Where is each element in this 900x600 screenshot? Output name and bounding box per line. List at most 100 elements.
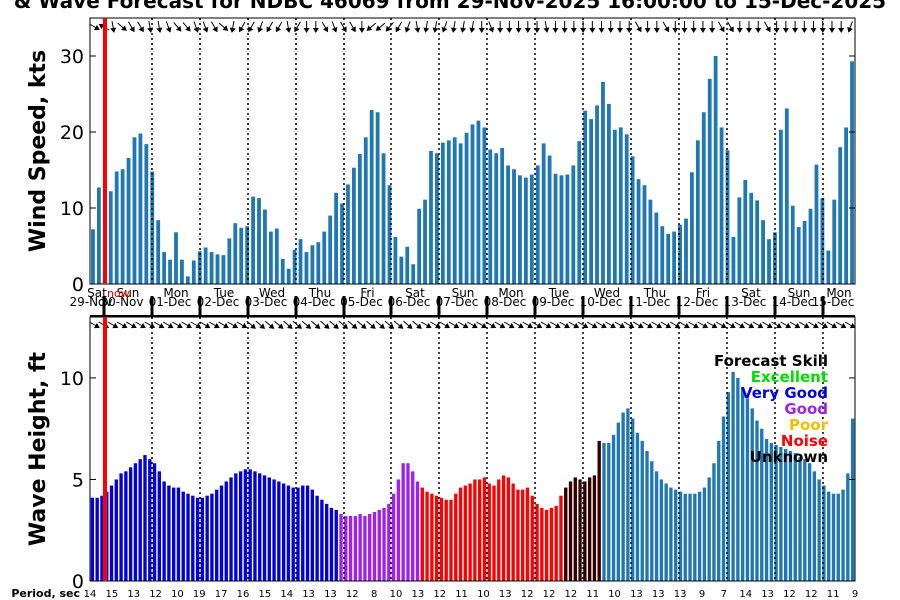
wind-direction-arrow <box>385 22 394 32</box>
wind-direction-arrow <box>524 21 531 33</box>
wave-bar <box>497 479 501 581</box>
wind-bar <box>363 137 368 284</box>
wind-bar <box>648 199 653 284</box>
day-date-label: 06-Dec <box>388 295 431 309</box>
wind-direction-arrow <box>634 21 642 33</box>
wind-direction-arrow <box>182 22 191 32</box>
wave-direction-arrow <box>393 320 404 329</box>
wave-direction-arrow <box>605 321 616 329</box>
wave-bar <box>721 416 726 581</box>
wind-bar <box>334 192 339 284</box>
wind-bar <box>529 174 534 284</box>
wave-bar <box>253 471 257 581</box>
wave-y-tick-label: 0 <box>72 571 84 593</box>
wind-direction-arrow <box>321 21 329 33</box>
wave-bar <box>286 485 291 581</box>
wave-bar <box>621 412 625 581</box>
wind-bar <box>713 56 718 284</box>
wave-bar <box>358 513 362 581</box>
wind-direction-arrow <box>423 21 430 33</box>
wave-bar <box>329 507 334 581</box>
wind-direction-arrow <box>672 21 679 33</box>
wave-bar <box>669 487 673 581</box>
wind-direction-arrow <box>570 21 577 33</box>
wind-direction-arrow <box>543 21 550 33</box>
wave-direction-arrow <box>485 321 497 329</box>
wind-bar <box>340 203 344 284</box>
wind-bar <box>820 198 825 284</box>
wave-bar <box>344 516 348 581</box>
wind-bar <box>476 120 481 284</box>
wave-bar <box>650 461 654 581</box>
wind-bar <box>607 103 611 284</box>
wind-bar <box>749 192 754 284</box>
wave-direction-arrow <box>623 321 635 329</box>
wave-direction-arrow <box>283 320 293 329</box>
wind-bar <box>108 191 113 284</box>
wave-direction-arrow <box>706 321 718 329</box>
day-date-label: 01-Dec <box>149 295 192 309</box>
wind-bar <box>446 140 451 284</box>
wind-bar <box>518 175 522 284</box>
wave-bar <box>119 473 123 581</box>
wind-bar <box>203 247 208 284</box>
day-name-label: Tue <box>213 286 235 300</box>
wind-bar <box>221 255 226 284</box>
wave-bar <box>224 481 228 581</box>
wind-bar <box>535 165 540 284</box>
wind-direction-arrow <box>147 21 154 33</box>
wave-bar <box>305 485 310 581</box>
wave-bar <box>683 493 687 581</box>
wave-bar <box>841 489 845 581</box>
wave-direction-arrow <box>430 321 441 329</box>
wave-direction-arrow <box>596 321 607 329</box>
wind-bar <box>411 264 416 284</box>
wave-direction-arrow <box>439 321 451 329</box>
wave-bar <box>745 398 750 581</box>
wind-bar <box>796 227 801 284</box>
wind-direction-arrow <box>736 21 743 33</box>
wave-bar <box>740 388 745 581</box>
wave-bar <box>478 479 482 581</box>
wind-bar <box>144 144 149 284</box>
wind-direction-arrow <box>156 21 163 33</box>
wave-direction-arrow <box>403 320 413 329</box>
wind-direction-arrow <box>303 21 310 33</box>
wave-bar <box>191 495 195 581</box>
period-label: 13 <box>674 589 687 600</box>
period-label: 10 <box>608 589 621 600</box>
wave-bar <box>831 493 836 581</box>
wave-direction-arrow <box>697 321 709 329</box>
wind-bar <box>790 205 795 284</box>
wave-bar <box>482 477 487 581</box>
wind-bar <box>316 242 321 284</box>
wave-bar <box>664 483 668 581</box>
wave-bar <box>406 463 410 581</box>
wind-direction-arrow <box>312 21 319 33</box>
day-date-label: 07-Dec <box>436 295 479 309</box>
wave-bar <box>420 487 424 581</box>
wave-bar <box>229 477 233 581</box>
wave-bar <box>607 442 611 581</box>
wind-bar <box>452 137 457 284</box>
wave-bar <box>143 455 147 581</box>
wind-bar <box>767 239 771 284</box>
wave-direction-arrow <box>264 320 275 329</box>
wind-bar <box>838 147 843 284</box>
day-name-label: Tue <box>548 286 570 300</box>
wave-bar <box>516 489 520 581</box>
wave-bar <box>592 475 597 581</box>
wave-direction-arrow <box>448 321 460 329</box>
wave-bar <box>124 471 128 581</box>
wave-bar <box>554 505 558 581</box>
wave-bar <box>540 507 544 581</box>
wind-direction-arrow <box>469 21 476 33</box>
wind-bar <box>280 258 285 284</box>
period-label: 13 <box>761 589 774 600</box>
wind-bar <box>423 199 427 284</box>
wind-bar <box>761 220 765 284</box>
wave-direction-arrow <box>420 321 432 329</box>
wind-direction-arrow <box>110 21 117 33</box>
day-axis: Sat29-NovSun30-NovMon01-DecTue02-DecWed0… <box>69 286 855 317</box>
wind-bar <box>180 259 184 284</box>
